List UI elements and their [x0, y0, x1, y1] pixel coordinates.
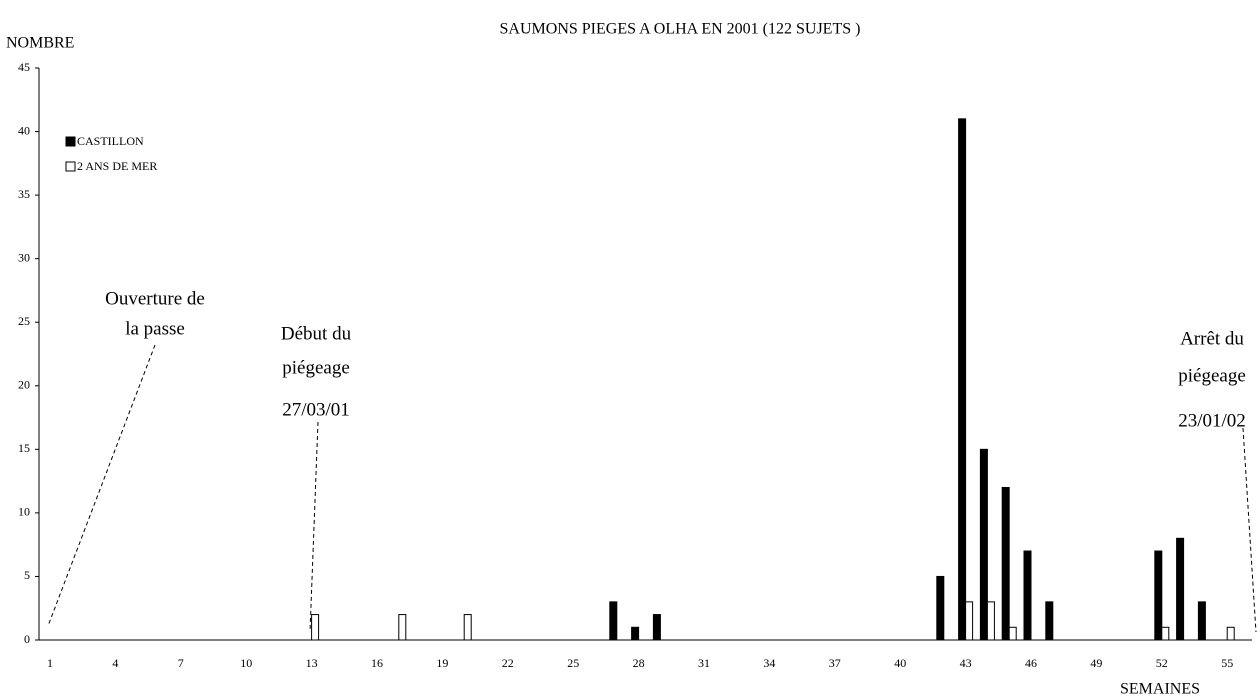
y-tick-label: 10 [18, 505, 30, 519]
legend-swatch [65, 161, 76, 172]
x-tick-label: 31 [698, 656, 710, 670]
bar [965, 601, 974, 641]
y-tick-label: 15 [18, 441, 30, 455]
y-tick-label: 35 [18, 187, 30, 201]
bar [958, 118, 967, 641]
x-tick-label: 7 [178, 656, 184, 670]
bar [1023, 550, 1032, 641]
y-tick-label: 5 [24, 568, 30, 582]
annotation: piégeage [282, 357, 350, 378]
x-tick-label: 25 [567, 656, 579, 670]
annotation-leader [309, 421, 319, 633]
bar [652, 614, 661, 641]
y-tick-label: 25 [18, 314, 30, 328]
legend-label: CASTILLON [77, 134, 144, 148]
x-tick-label: 10 [240, 656, 252, 670]
y-tick-label: 45 [18, 60, 30, 74]
bar [1176, 537, 1185, 641]
bar [936, 575, 945, 641]
x-tick-label: 55 [1221, 656, 1233, 670]
bar [979, 448, 988, 641]
bar [311, 614, 320, 641]
x-tick-label: 1 [47, 656, 53, 670]
annotation: Début du [281, 323, 352, 344]
annotation: Ouverture de [105, 288, 205, 309]
x-tick-label: 16 [371, 656, 383, 670]
bar [1008, 626, 1017, 641]
annotation-leader [1242, 427, 1257, 633]
x-axis-title: SEMAINES [1120, 681, 1200, 698]
x-tick-label: 46 [1025, 656, 1037, 670]
x-tick-label: 37 [829, 656, 841, 670]
x-tick-label: 19 [436, 656, 448, 670]
bar [1154, 550, 1163, 641]
y-axis-title: NOMBRE [6, 35, 74, 52]
annotation: la passe [125, 318, 185, 339]
legend-label: 2 ANS DE MER [77, 159, 157, 173]
bar [398, 614, 407, 641]
y-tick-label: 0 [24, 632, 30, 646]
y-tick-label: 20 [18, 378, 30, 392]
y-tick-label: 30 [18, 250, 30, 264]
bar [463, 614, 472, 641]
x-tick-label: 34 [763, 656, 775, 670]
chart-title: SAUMONS PIEGES A OLHA EN 2001 (122 SUJET… [500, 21, 861, 38]
y-tick-label: 40 [18, 123, 30, 137]
bar [986, 601, 995, 641]
annotation: 27/03/01 [282, 399, 350, 420]
bar [1197, 601, 1206, 641]
bar [1161, 626, 1170, 641]
x-tick-label: 43 [960, 656, 972, 670]
annotation-leader [47, 344, 156, 627]
x-tick-label: 22 [502, 656, 514, 670]
x-tick-label: 40 [894, 656, 906, 670]
bar [631, 626, 640, 641]
x-tick-label: 4 [112, 656, 118, 670]
annotation: Arrêt du [1180, 328, 1244, 349]
x-tick-label: 28 [633, 656, 645, 670]
x-tick-label: 49 [1090, 656, 1102, 670]
legend-swatch [65, 136, 76, 147]
bar [1001, 486, 1010, 641]
bar [1045, 601, 1054, 641]
x-tick-label: 52 [1156, 656, 1168, 670]
bar [609, 601, 618, 641]
annotation: piégeage [1178, 365, 1246, 386]
annotation: 23/01/02 [1178, 410, 1246, 431]
x-tick-label: 13 [306, 656, 318, 670]
bar [1226, 626, 1235, 641]
